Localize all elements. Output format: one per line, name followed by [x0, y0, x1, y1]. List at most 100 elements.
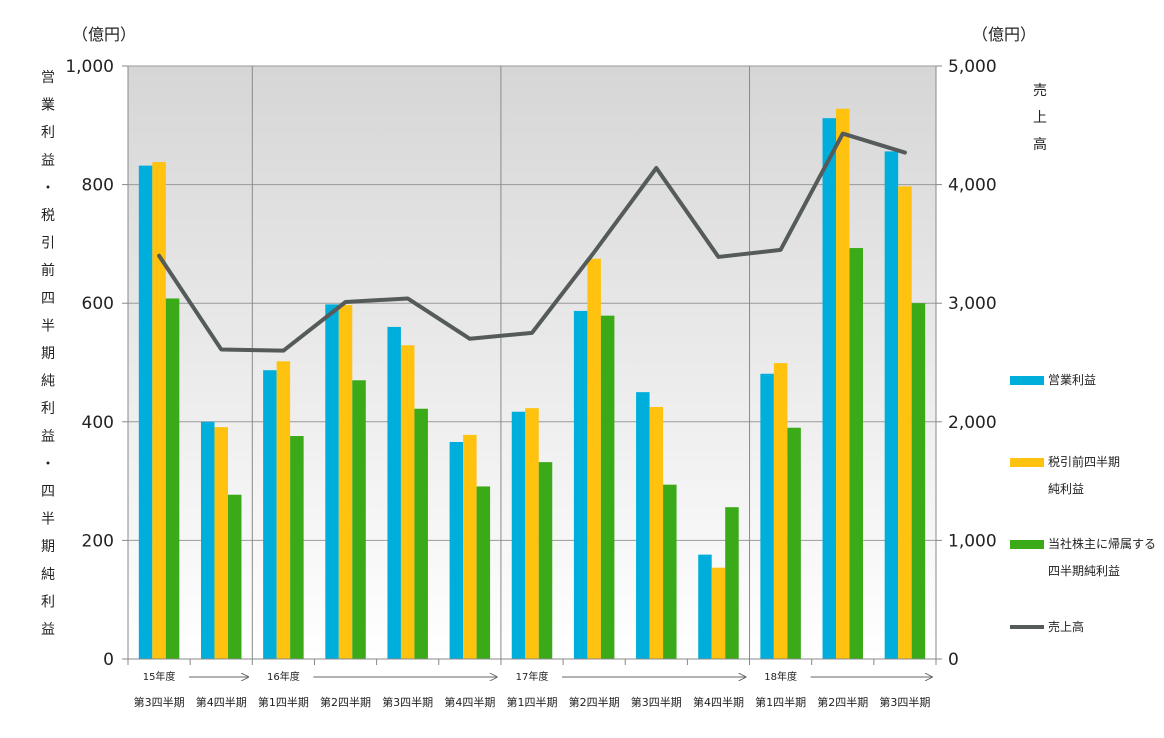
bar	[400, 345, 415, 659]
x-category-label: 第3四半期	[134, 695, 185, 709]
bar	[663, 484, 677, 659]
bar	[387, 326, 401, 659]
line-series	[157, 131, 907, 353]
right-tick-label: 4,000	[948, 176, 997, 196]
left-axis-title-char: 益	[41, 153, 55, 169]
bar	[325, 304, 339, 659]
left-axis-title-char: ・	[41, 180, 55, 196]
bar	[698, 554, 712, 659]
left-axis-title-char: 四	[41, 291, 55, 307]
left-axis-title-char: 半	[41, 512, 55, 528]
right-tick-label: 3,000	[948, 294, 997, 314]
legend-swatch	[1010, 376, 1044, 385]
left-axis-title-char: 業	[41, 98, 55, 114]
bar	[138, 165, 153, 659]
bar	[822, 118, 837, 660]
bar	[587, 258, 601, 659]
x-category-label: 第1四半期	[258, 695, 309, 709]
left-axis-title-char: 純	[41, 567, 55, 583]
fiscal-year-label: 18年度	[764, 670, 797, 683]
x-category-label: 第2四半期	[817, 695, 868, 709]
x-category-label: 第2四半期	[569, 695, 620, 709]
right-tick-label: 0	[948, 650, 959, 670]
right-tick-label: 2,000	[948, 413, 997, 433]
left-axis-title-char: ・	[41, 456, 55, 472]
right-axis-title-char: 上	[1033, 110, 1047, 126]
legend-label: 売上高	[1048, 619, 1084, 634]
bar	[573, 310, 588, 659]
bar	[911, 303, 926, 659]
left-axis-title-char: 期	[41, 346, 55, 362]
bar	[787, 427, 801, 659]
left-axis-title-char: 利	[41, 594, 55, 610]
bar	[525, 408, 539, 659]
bar	[263, 370, 277, 659]
bar	[725, 507, 739, 659]
bar	[476, 486, 491, 659]
legend-label: 四半期純利益	[1048, 564, 1120, 578]
left-tick-label: 200	[82, 531, 114, 551]
bar	[338, 304, 353, 659]
right-tick-label: 1,000	[948, 531, 997, 551]
bar	[538, 462, 553, 659]
bar	[760, 373, 774, 659]
left-axis-title-char: 税	[41, 208, 55, 224]
x-category-label: 第4四半期	[693, 695, 744, 709]
bar	[884, 151, 899, 659]
bar	[836, 108, 850, 659]
bar	[773, 363, 788, 659]
bar	[276, 361, 291, 659]
bar	[511, 411, 526, 659]
bar	[463, 434, 477, 659]
legend-label: 営業利益	[1048, 373, 1096, 387]
left-axis-title-char: 益	[41, 622, 55, 638]
right-axis-title-char: 売	[1033, 83, 1047, 99]
x-category-label: 第3四半期	[879, 695, 930, 709]
left-tick-label: 0	[103, 650, 114, 670]
bar	[849, 248, 864, 660]
left-axis-title-char: 利	[41, 401, 55, 417]
fiscal-year-label: 17年度	[516, 670, 549, 683]
bar	[449, 441, 464, 659]
left-tick-label: 800	[82, 176, 114, 196]
bar	[649, 406, 664, 659]
right-axis-title-char: 高	[1033, 136, 1047, 153]
left-axis-title-char: 利	[41, 125, 55, 141]
left-axis-title-char: 純	[41, 374, 55, 390]
legend-label: 当社株主に帰属する	[1048, 536, 1156, 551]
bar	[414, 408, 428, 659]
left-unit-label: （億円）	[72, 25, 136, 44]
left-axis-title-char: 半	[41, 318, 55, 334]
legend-swatch	[1010, 540, 1044, 549]
legend-label: 税引前四半期	[1048, 454, 1120, 469]
x-category-label: 第1四半期	[507, 695, 558, 709]
bar	[152, 162, 166, 659]
left-tick-label: 1,000	[65, 57, 114, 77]
bar	[214, 427, 228, 659]
left-axis-title-char: 益	[41, 429, 55, 445]
bar	[290, 436, 304, 659]
bar	[165, 298, 180, 659]
x-category-label: 第2四半期	[320, 695, 371, 709]
x-category-label: 第3四半期	[382, 695, 433, 709]
legend-label: 純利益	[1048, 482, 1084, 496]
bar	[636, 392, 650, 659]
fiscal-year-label: 16年度	[267, 670, 300, 683]
x-category-label: 第3四半期	[631, 695, 682, 709]
bar	[600, 315, 615, 659]
bar	[227, 494, 242, 659]
left-axis-title-char: 四	[41, 484, 55, 500]
right-unit-label: （億円）	[972, 25, 1036, 44]
left-axis-title-char: 前	[41, 262, 55, 279]
x-category-label: 第4四半期	[196, 695, 247, 709]
left-axis-title-char: 引	[41, 236, 55, 252]
left-axis-title-char: 期	[41, 539, 55, 555]
legend-swatch	[1010, 458, 1044, 467]
bar	[352, 380, 366, 659]
fiscal-year-label: 15年度	[143, 670, 176, 683]
right-tick-label: 5,000	[948, 57, 997, 77]
left-axis-title-char: 営	[41, 70, 55, 86]
left-tick-label: 600	[82, 294, 114, 314]
